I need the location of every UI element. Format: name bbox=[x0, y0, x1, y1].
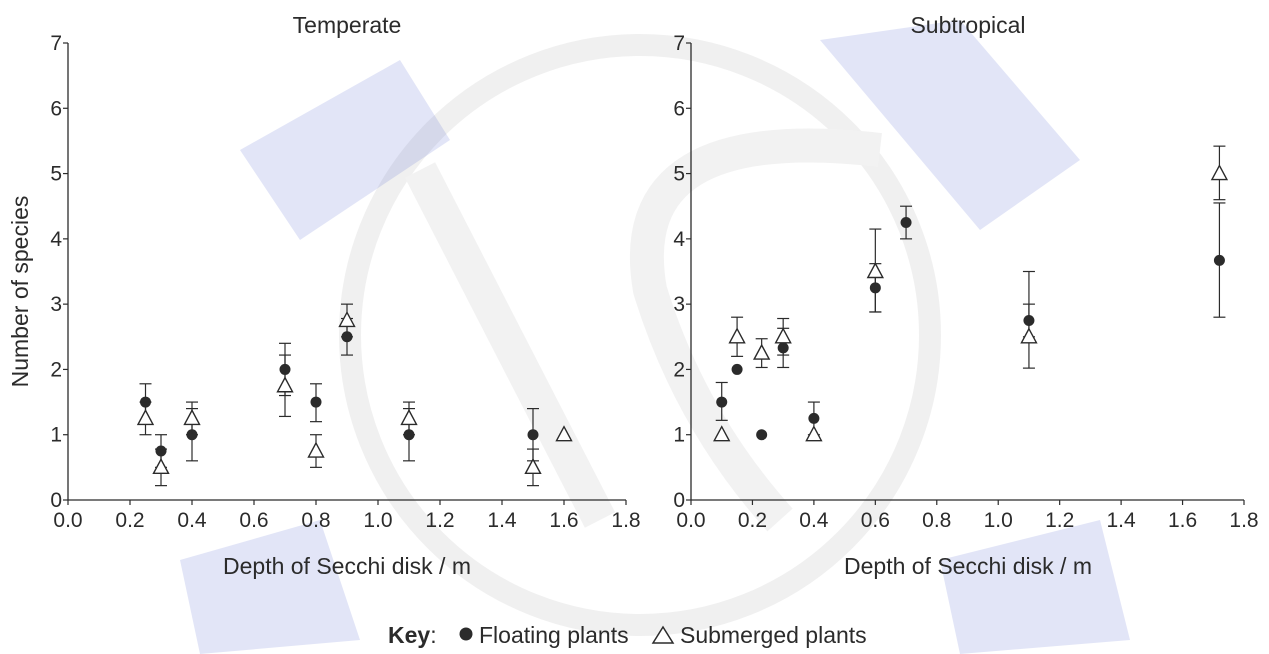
subtropical-floating-point bbox=[756, 429, 768, 441]
temperate-x-tick-label: 1.6 bbox=[549, 509, 578, 532]
temperate-floating-point bbox=[310, 396, 322, 408]
svg-text:Key:: Key: bbox=[388, 622, 437, 648]
legend-key-separator: : bbox=[430, 622, 436, 648]
temperate-y-tick-label: 6 bbox=[50, 97, 62, 120]
temperate-x-tick-label: 0.0 bbox=[53, 509, 82, 532]
subtropical-y-tick-label: 3 bbox=[673, 293, 685, 316]
temperate-x-tick-label: 0.8 bbox=[301, 509, 330, 532]
subtropical-y-tick-label: 7 bbox=[673, 32, 685, 55]
subtropical-x-tick-label: 0.6 bbox=[861, 509, 890, 532]
temperate-submerged-point bbox=[400, 408, 418, 426]
chart-subtropical: 0.0 0.2 0.4 0.6 0.8 1.0 1.2 1.4 1.6 1.8 0 1 2 3 4 5 6 7 Su… bbox=[673, 12, 1258, 579]
legend: Key: Floating plants Submerged plants bbox=[388, 622, 867, 648]
temperate-y-tick-label: 4 bbox=[50, 228, 62, 251]
temperate-submerged-point bbox=[555, 425, 573, 442]
chart-temperate: 0.0 0.2 0.4 0.6 0.8 1.0 1.2 1.4 1.6 1.8 0 1 2 3 4 5 6 7 Te… bbox=[7, 12, 641, 579]
subtropical-submerged-point bbox=[752, 343, 771, 360]
subtropical-x-tick-label: 0.0 bbox=[676, 509, 705, 532]
temperate-x-tick-label: 1.4 bbox=[487, 509, 517, 532]
temperate-submerged-point bbox=[524, 457, 542, 475]
temperate-y-tick-label: 5 bbox=[50, 163, 62, 186]
subtropical-y-tick-label: 4 bbox=[673, 228, 685, 251]
subtropical-floating-point bbox=[1213, 254, 1225, 266]
temperate-x-tick-label: 1.2 bbox=[425, 509, 454, 532]
subtropical-x-tick-label: 0.8 bbox=[922, 509, 951, 532]
subtropical-submerged-point bbox=[728, 327, 746, 344]
temperate-submerged-point bbox=[136, 408, 155, 426]
subtropical-floating-point bbox=[716, 396, 728, 408]
subtropical-submerged-point bbox=[866, 262, 885, 279]
temperate-submerged-point bbox=[276, 376, 294, 393]
temperate-submerged-point bbox=[307, 441, 325, 458]
subtropical-submerged-point bbox=[713, 425, 731, 442]
legend-floating-label: Floating plants bbox=[479, 622, 629, 648]
legend-submerged-marker bbox=[651, 625, 675, 644]
watermark-blobs bbox=[180, 20, 1130, 654]
legend-key-label: Key bbox=[388, 622, 430, 648]
subtropical-submerged-point bbox=[805, 425, 823, 442]
subtropical-x-tick-label: 0.4 bbox=[799, 509, 829, 532]
subtropical-y-tick-label: 2 bbox=[673, 358, 685, 381]
temperate-x-tick-label: 1.0 bbox=[363, 509, 392, 532]
subtropical-submerged-point bbox=[1210, 164, 1229, 181]
subtropical-y-tick-label: 6 bbox=[673, 97, 685, 120]
temperate-x-tick-label: 0.4 bbox=[177, 509, 207, 532]
temperate-title: Temperate bbox=[293, 12, 402, 38]
subtropical-x-tick-label: 1.2 bbox=[1045, 509, 1074, 532]
subtropical-x-axis-title: Depth of Secchi disk / m bbox=[844, 553, 1092, 579]
temperate-x-tick-label: 0.6 bbox=[239, 509, 268, 532]
subtropical-y-tick-label: 5 bbox=[673, 163, 685, 186]
temperate-x-tick-label: 1.8 bbox=[611, 509, 640, 532]
legend-floating-marker bbox=[459, 627, 473, 641]
temperate-y-axis-title: Number of species bbox=[7, 196, 33, 388]
subtropical-x-tick-label: 1.0 bbox=[984, 509, 1013, 532]
subtropical-submerged-point bbox=[774, 327, 792, 344]
subtropical-x-tick-label: 0.2 bbox=[738, 509, 767, 532]
subtropical-x-tick-label: 1.8 bbox=[1229, 509, 1258, 532]
temperate-x-axis-title: Depth of Secchi disk / m bbox=[223, 553, 471, 579]
legend-submerged-label: Submerged plants bbox=[680, 622, 867, 648]
subtropical-floating-point bbox=[808, 412, 820, 424]
temperate-floating-point bbox=[527, 429, 539, 441]
temperate-y-tick-label: 1 bbox=[50, 424, 62, 447]
temperate-y-tick-label: 2 bbox=[50, 358, 62, 381]
temperate-x-tick-label: 0.2 bbox=[115, 509, 144, 532]
temperate-y-tick-label: 3 bbox=[50, 293, 62, 316]
subtropical-floating-point bbox=[900, 217, 912, 229]
subtropical-x-tick-label: 1.6 bbox=[1168, 509, 1197, 532]
temperate-submerged-point bbox=[338, 310, 356, 328]
subtropical-y-tick-label: 0 bbox=[673, 489, 685, 512]
temperate-submerged-point bbox=[183, 408, 201, 426]
subtropical-floating-point bbox=[731, 363, 743, 375]
temperate-y-tick-label: 0 bbox=[50, 489, 62, 512]
temperate-y-tick-label: 7 bbox=[50, 32, 62, 55]
subtropical-submerged-point bbox=[1020, 327, 1038, 344]
subtropical-x-tick-label: 1.4 bbox=[1107, 509, 1137, 532]
subtropical-title: Subtropical bbox=[910, 12, 1025, 38]
temperate-submerged-point bbox=[152, 457, 170, 475]
subtropical-y-tick-label: 1 bbox=[673, 424, 685, 447]
